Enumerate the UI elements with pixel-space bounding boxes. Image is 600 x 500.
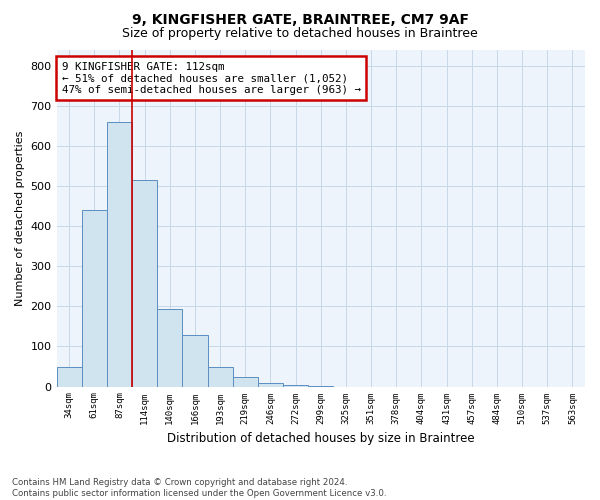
Text: Size of property relative to detached houses in Braintree: Size of property relative to detached ho… bbox=[122, 28, 478, 40]
Text: 9 KINGFISHER GATE: 112sqm
← 51% of detached houses are smaller (1,052)
47% of se: 9 KINGFISHER GATE: 112sqm ← 51% of detac… bbox=[62, 62, 361, 95]
Bar bbox=[107, 122, 132, 386]
Y-axis label: Number of detached properties: Number of detached properties bbox=[15, 130, 25, 306]
Bar bbox=[208, 366, 233, 386]
Bar bbox=[132, 180, 157, 386]
Bar bbox=[56, 366, 82, 386]
Bar bbox=[82, 210, 107, 386]
Text: 9, KINGFISHER GATE, BRAINTREE, CM7 9AF: 9, KINGFISHER GATE, BRAINTREE, CM7 9AF bbox=[131, 12, 469, 26]
Bar bbox=[258, 382, 283, 386]
Bar bbox=[283, 384, 308, 386]
Bar bbox=[233, 376, 258, 386]
Bar bbox=[157, 309, 182, 386]
Text: Contains HM Land Registry data © Crown copyright and database right 2024.
Contai: Contains HM Land Registry data © Crown c… bbox=[12, 478, 386, 498]
X-axis label: Distribution of detached houses by size in Braintree: Distribution of detached houses by size … bbox=[167, 432, 475, 445]
Bar bbox=[182, 336, 208, 386]
